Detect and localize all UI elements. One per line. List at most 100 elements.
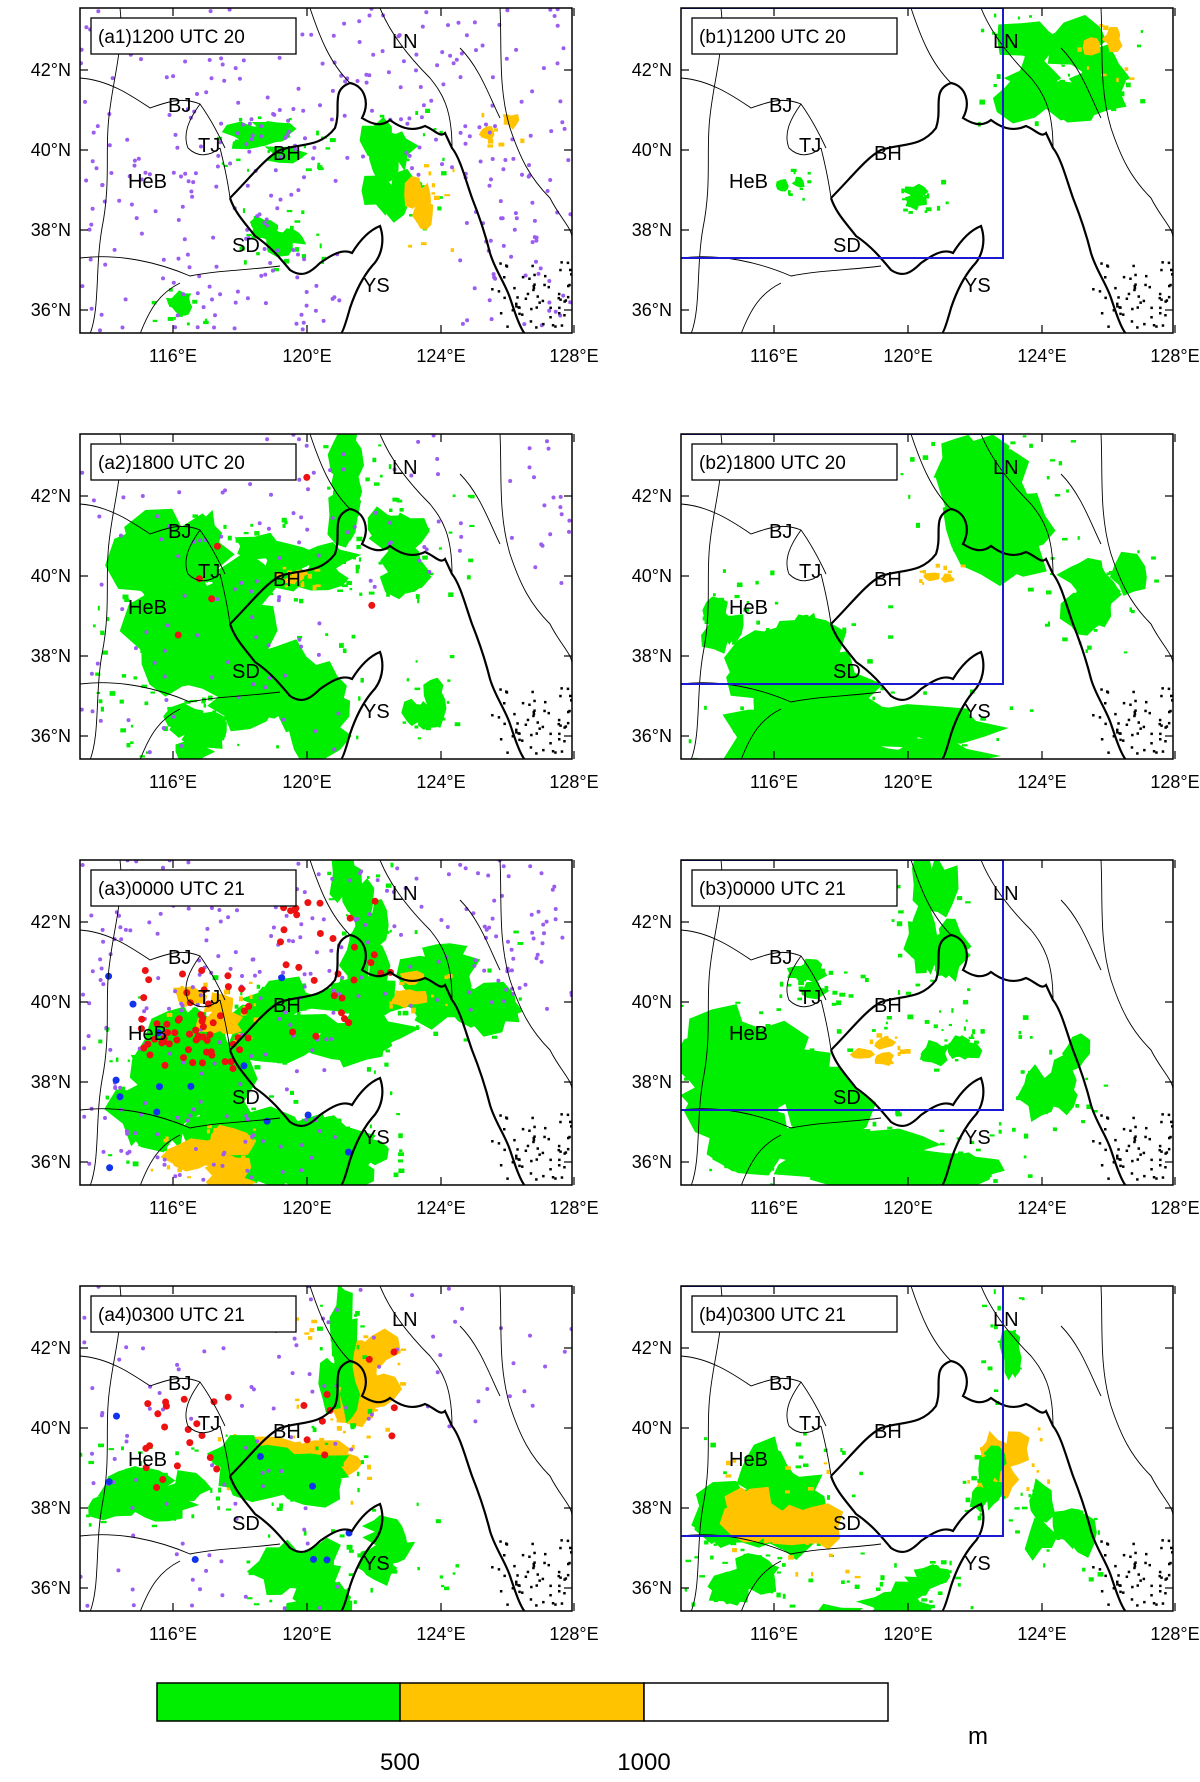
station-dot-purple [213,313,217,318]
visibility-speck [165,1136,169,1141]
visibility-speck [782,1593,786,1599]
station-dot-purple [466,990,471,995]
station-dot-purple [277,1017,282,1021]
low-visibility-area [157,509,235,583]
visibility-speck [930,921,933,925]
station-dot-purple [392,467,397,472]
island [557,1144,561,1148]
station-dot-purple [191,180,196,185]
visibility-speck [1137,550,1140,554]
island [505,264,508,267]
visibility-speck [956,852,960,857]
station-dot-purple [506,939,510,944]
visibility-speck [382,1031,386,1035]
station-dot-purple [240,974,244,978]
island [1148,1563,1151,1567]
lon-tick-label: 124°E [416,1624,465,1644]
island [1159,738,1162,741]
visibility-speck [888,605,894,609]
station-dot-purple [511,156,516,161]
lat-tick-label: 42°N [31,60,71,80]
visibility-speck [243,140,249,144]
visibility-speck [344,1126,350,1130]
station-dot-purple [558,505,563,510]
station-dot-purple [205,926,210,931]
lon-tick-label: 124°E [1017,346,1066,366]
visibility-speck [833,772,839,775]
station-dot-purple [345,530,350,535]
visibility-speck [798,1495,805,1501]
island [1104,1128,1107,1131]
station-dot-purple [247,149,252,154]
visibility-speck [372,155,377,160]
visibility-speck [873,719,877,724]
visibility-speck [397,1010,402,1016]
visibility-speck [329,553,334,557]
visibility-speck [236,158,241,162]
station-dot-purple [299,922,304,927]
island [521,739,524,742]
region-label-ln: LN [392,457,418,479]
visibility-speck [1017,1360,1020,1364]
station-dot-purple [509,947,514,952]
island [566,721,570,725]
visibility-speck [391,1569,398,1574]
island [1125,1575,1129,1578]
visibility-speck [725,1618,727,1621]
visibility-speck [180,985,184,989]
region-label-ys: YS [363,1553,390,1575]
visibility-speck [350,528,353,533]
mid-visibility-area [940,573,955,583]
island [559,1546,562,1550]
panel-title-box [691,1295,898,1333]
visibility-speck [746,1130,749,1134]
visibility-speck [480,133,487,138]
visibility-speck [808,1487,814,1491]
visibility-speck [1024,572,1027,575]
island [515,731,518,734]
station-dot-purple [364,80,369,85]
station-dot-purple [155,1132,160,1137]
station-dot-purple [451,61,456,66]
panel-title-box [90,443,297,481]
island [524,1575,528,1578]
station-dot-purple [295,275,300,280]
station-dot-purple [496,978,501,983]
visibility-speck [447,974,453,979]
visibility-speck [927,843,931,847]
visibility-speck [108,1154,113,1157]
visibility-speck [275,1143,279,1149]
station-dot-purple [439,918,444,922]
station-dot-purple [101,982,106,987]
lon-tick-label: 116°E [750,1198,798,1218]
visibility-speck [357,1487,360,1493]
region-label-sd: SD [232,1513,260,1535]
visibility-speck [390,862,394,868]
visibility-speck [334,1453,341,1458]
visibility-speck [144,701,149,706]
island [560,261,563,264]
island [1116,305,1119,308]
visibility-speck [254,1065,261,1070]
visibility-speck [315,1446,319,1451]
visibility-speck [844,971,848,974]
visibility-speck [382,1199,387,1203]
island [570,699,572,702]
visibility-speck [244,629,250,632]
station-dot-purple [263,301,268,306]
visibility-speck [192,299,198,304]
island [568,1135,571,1139]
visibility-speck [763,662,766,668]
visibility-speck [766,628,770,632]
visibility-speck [467,494,472,498]
island [1106,1116,1109,1119]
island [1150,742,1153,745]
island [1136,1178,1139,1181]
island [535,306,538,309]
visibility-speck [165,1505,169,1511]
low-visibility-area [240,976,309,1022]
visibility-speck [700,1082,704,1088]
visibility-speck [403,160,407,163]
station-dot-red [159,1476,167,1483]
station-dot-purple [275,248,280,253]
